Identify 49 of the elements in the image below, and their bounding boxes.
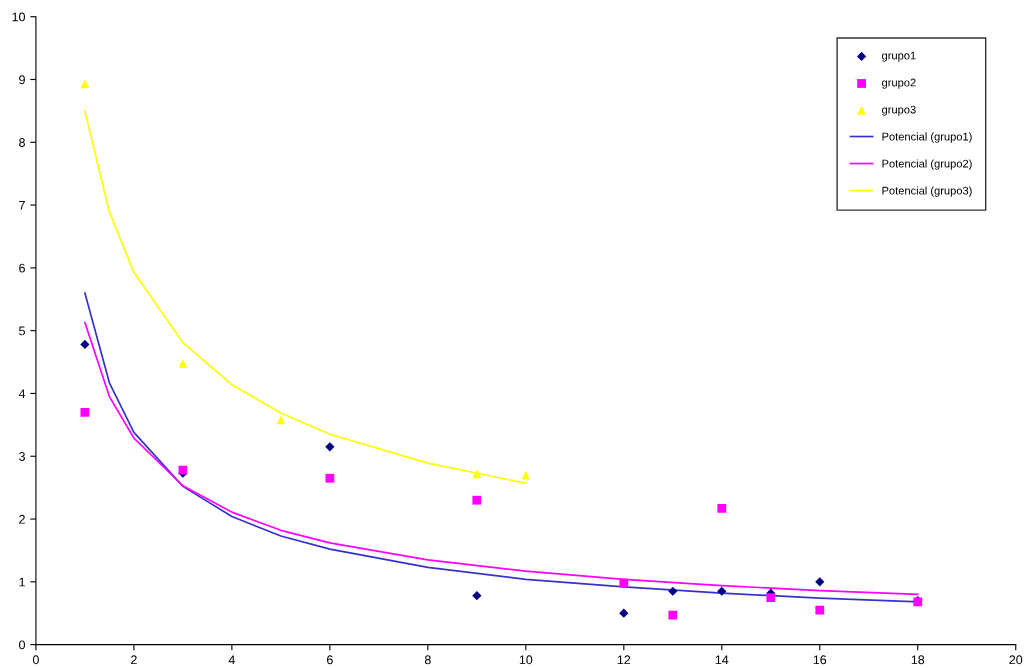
x-tick-label: 2 (131, 655, 137, 665)
y-tick-label: 9 (19, 75, 25, 85)
point (276, 415, 286, 425)
x-tick-label: 4 (228, 655, 235, 665)
y-tick-label: 1 (19, 577, 25, 587)
point (766, 593, 776, 602)
point (668, 610, 678, 620)
point (668, 586, 678, 596)
point (178, 358, 188, 368)
x-tick-label: 6 (327, 655, 333, 665)
point (717, 586, 727, 596)
point (472, 495, 482, 505)
point (619, 578, 629, 588)
x-tick-label: 10 (519, 655, 533, 665)
legend-label: Potencial (grupo2) (882, 159, 972, 170)
point (80, 407, 90, 417)
y-tick-label: 10 (12, 12, 26, 22)
y-tick-label: 7 (19, 201, 25, 210)
y-tick-label: 2 (19, 514, 25, 524)
legend-label: grupo3 (882, 105, 916, 116)
point (80, 79, 90, 89)
line-series (84, 110, 527, 485)
point (325, 473, 335, 483)
legend-label: grupo2 (882, 78, 916, 89)
y-tick-label: 8 (19, 138, 25, 147)
point (80, 339, 90, 350)
x-tick-label: 16 (813, 655, 827, 665)
point (815, 577, 825, 587)
legend-label: Potencial (grupo1) (882, 132, 972, 143)
x-tick-label: 0 (32, 655, 39, 665)
point (815, 605, 825, 615)
y-tick-label: 5 (19, 326, 25, 336)
y-tick-label: 4 (18, 389, 26, 398)
point (472, 469, 482, 479)
x-tick-label: 8 (424, 655, 431, 665)
point (717, 503, 727, 513)
x-tick-label: 14 (715, 655, 729, 665)
y-tick-label: 3 (19, 452, 25, 461)
legend-label: grupo1 (882, 51, 916, 62)
x-tick-label: 20 (1009, 655, 1023, 665)
x-tick-label: 18 (911, 655, 925, 665)
y-tick-label: 6 (19, 263, 25, 273)
x-tick-label: 12 (617, 655, 631, 665)
legend-label: Potencial (grupo3) (882, 186, 972, 197)
point (521, 470, 531, 480)
point (472, 591, 482, 601)
point (325, 442, 335, 452)
point (619, 608, 629, 618)
y-tick-label: 0 (19, 640, 26, 650)
